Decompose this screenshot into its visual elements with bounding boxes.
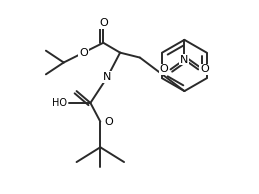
Text: O: O <box>104 117 113 127</box>
Text: O: O <box>200 64 209 74</box>
Text: N: N <box>103 72 111 82</box>
Text: O: O <box>160 64 169 74</box>
Text: N: N <box>180 55 189 65</box>
Text: O: O <box>99 18 108 28</box>
Text: HO: HO <box>52 98 67 108</box>
Text: O: O <box>79 48 88 58</box>
